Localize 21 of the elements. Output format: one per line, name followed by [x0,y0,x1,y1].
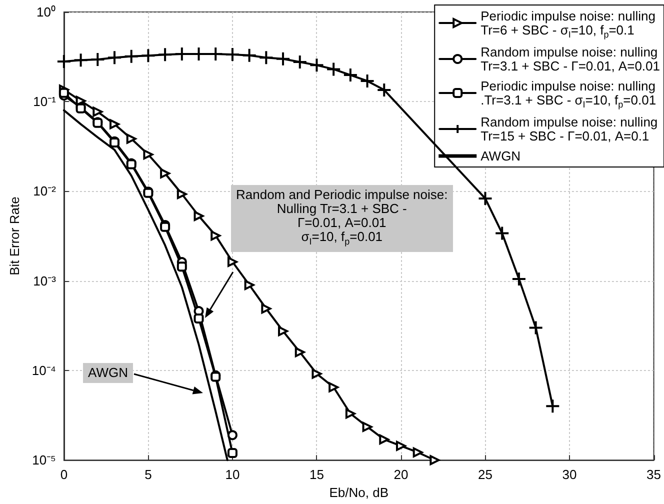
y-tick-label: 10⁻¹ [33,94,57,110]
y-tick-label: 10⁻² [33,184,57,199]
y-tick-label: 10⁻⁵ [32,452,56,468]
y-axis-title: Bit Error Rate [7,196,22,276]
annotation: Random and Periodic impulse noise: Nulling Tr=3.1 + SBC - Γ=0.01, A=0.01 σ$_{I}$=10, f$_{p}$=0.01 [231,185,453,252]
y-tick-label: 10⁻³ [33,273,57,288]
x-tick-label: 25 [478,467,492,482]
legend-label: Random impulse noise: nulling Tr=15 + SBC - Γ=0.01, A=0.1 [480,114,658,144]
legend-label: Random impulse noise: nulling Tr=3.1 + SBC - Γ=0.01, A=0.01 [480,44,660,74]
x-tick-label: 5 [144,467,152,482]
x-tick-label: 35 [646,467,662,482]
x-tick-label: 0 [60,467,68,482]
legend-label: AWGN [480,148,521,164]
y-tick-label: 10⁻⁴ [32,362,56,378]
x-tick-label: 20 [394,467,408,482]
y-tick-label: 10⁰ [36,4,56,20]
x-tick-label: 15 [309,467,324,482]
x-tick-label: 10 [225,467,240,482]
x-axis-title: Eb/No, dB [329,485,388,500]
x-tick-label: 30 [562,467,577,482]
annotation: AWGN [83,363,133,383]
